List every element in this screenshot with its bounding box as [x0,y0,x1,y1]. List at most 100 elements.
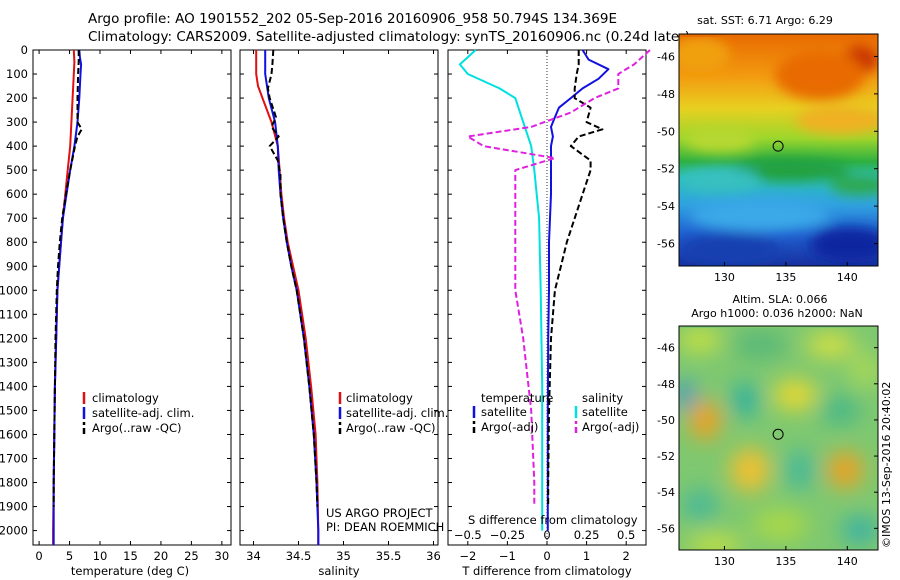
lon-tick-label: 135 [775,271,796,284]
lat-tick-label: -54 [657,200,675,213]
difference-legend: temperature salinity satellite Argo(-adj… [468,391,639,527]
legend-label-s-satellite: satellite [582,405,628,419]
sst-map-frame [678,33,879,267]
series-line-argo-raw-qc [52,50,83,507]
s-tick-label: 0.5 [617,528,635,542]
sla-float-location-marker [772,428,784,440]
x-tick-label: −1 [499,549,516,563]
lat-tick-label: -56 [657,238,675,251]
depth-tick-label: 1100 [0,307,28,321]
lon-tick-label: 135 [775,555,796,568]
series-line-satellite-adj-clim [52,49,83,545]
lon-tick-label: 140 [837,271,858,284]
temperature-plot: 0 5 10 15 20 25 30 [35,49,230,563]
legend-label-argo: Argo(..raw -QC) [92,421,182,435]
x-tick-label: 35 [336,549,351,563]
s-difference-label: S difference from climatology [468,513,638,527]
x-tick-label: 10 [93,549,108,563]
lat-tick-label: -46 [657,342,675,355]
salinity-plot: 34 34.5 35 35.5 36 [246,49,441,563]
temperature-axis-label: temperature (deg C) [71,564,189,578]
depth-tick-label: 1400 [0,379,28,393]
depth-tick-label: 1900 [0,500,28,514]
depth-tick-label: 1800 [0,476,28,490]
depth-tick-label: 500 [6,163,28,177]
lon-tick-label: 130 [714,271,735,284]
series-line-t-satellite [546,49,610,531]
sla-lat-axis: -46 -48 -50 -52 -54 -56 [657,342,878,535]
sst-lon-axis: 130 135 140 [714,262,858,284]
lon-tick-label: 140 [837,555,858,568]
sst-float-location-marker [772,140,784,152]
legend-label-t-satellite: satellite [481,405,527,419]
x-tick-label: 35.5 [376,549,402,563]
legend-label-argo: Argo(..raw -QC) [346,421,436,435]
temperature-legend: climatology satellite-adj. clim. Argo(..… [82,391,194,435]
sla-lon-axis: 130 135 140 [714,546,858,568]
s-tick-label: −0.25 [490,528,525,542]
x-tick-label: 34 [246,549,261,563]
project-annotation: US ARGO PROJECT [326,506,434,520]
lat-tick-label: -46 [657,50,675,63]
lat-tick-label: -52 [657,163,675,176]
legend-label-satellite: satellite-adj. clim. [346,406,448,420]
sst-map-title: sat. SST: 6.71 Argo: 6.29 [697,14,833,27]
depth-tick-label: 800 [6,235,28,249]
series-line-argo-raw-qc [266,49,319,507]
x-tick-label: 36 [426,549,441,563]
x-tick-label: 1 [583,549,590,563]
sst-lat-axis: -46 -48 -50 -52 -54 -56 [657,50,878,251]
depth-tick-label: 1500 [0,403,28,417]
sla-map-image [679,326,878,550]
lat-tick-label: -52 [657,450,675,463]
legend-label-climatology: climatology [92,391,159,405]
legend-label-satellite: satellite-adj. clim. [92,406,194,420]
depth-tick-label: 100 [6,67,28,81]
x-tick-label: 0 [35,549,42,563]
s-tick-label: −0.5 [454,528,482,542]
x-tick-label: 5 [66,549,73,563]
series-line-t-argo-adj [547,50,604,507]
legend-header-temperature: temperature [481,391,553,405]
sla-map-title-2: Argo h1000: 0.036 h2000: NaN [691,307,863,320]
salinity-axis-label: salinity [318,564,359,578]
depth-tick-label: 600 [6,187,28,201]
lat-tick-label: -54 [657,486,675,499]
lat-tick-label: -48 [657,88,675,101]
header-line-2: Climatology: CARS2009. Satellite-adjuste… [88,29,691,45]
series-line-climatology [255,50,320,545]
header-line-1: Argo profile: AO 1901552_202 05-Sep-2016… [88,11,617,27]
sla-map-title-1: Altim. SLA: 0.066 [732,293,827,306]
t-difference-axis-label: T difference from climatology [461,564,632,578]
temperature-axes-frame [32,49,232,546]
lat-tick-label: -50 [657,125,675,138]
x-tick-label: 20 [154,549,169,563]
depth-tick-label: 1700 [0,451,28,465]
depth-tick-label: 400 [6,139,28,153]
salinity-legend: climatology satellite-adj. clim. Argo(..… [326,391,448,534]
lat-tick-label: -50 [657,414,675,427]
difference-plot: −2 −1 0 1 2 −0.5 −0.25 0 0.25 0.5 [454,49,651,563]
x-tick-label: −2 [459,549,476,563]
x-tick-label: 30 [215,549,230,563]
depth-tick-label: 1600 [0,427,28,441]
s-tick-label: 0 [543,528,550,542]
series-line-s-argo-adj [466,49,651,507]
x-tick-label: 25 [184,549,199,563]
lat-tick-label: -48 [657,378,675,391]
x-tick-label: 15 [123,549,138,563]
depth-tick-label: 2000 [0,524,28,538]
depth-tick-label: 200 [6,91,28,105]
depth-axis: 0 100 200 300 400 500 600 700 800 900 1000 1100 1200… [0,43,646,538]
depth-tick-label: 1200 [0,331,28,345]
depth-tick-label: 1000 [0,283,28,297]
depth-tick-label: 900 [6,259,28,273]
lat-tick-label: -56 [657,522,675,535]
legend-label-climatology: climatology [346,391,413,405]
salinity-axes-frame [239,49,439,546]
legend-label-t-argo: Argo(-adj) [481,420,538,434]
x-tick-label: 0 [543,549,550,563]
legend-label-s-argo: Argo(-adj) [582,420,639,434]
depth-tick-label: 0 [21,43,28,57]
